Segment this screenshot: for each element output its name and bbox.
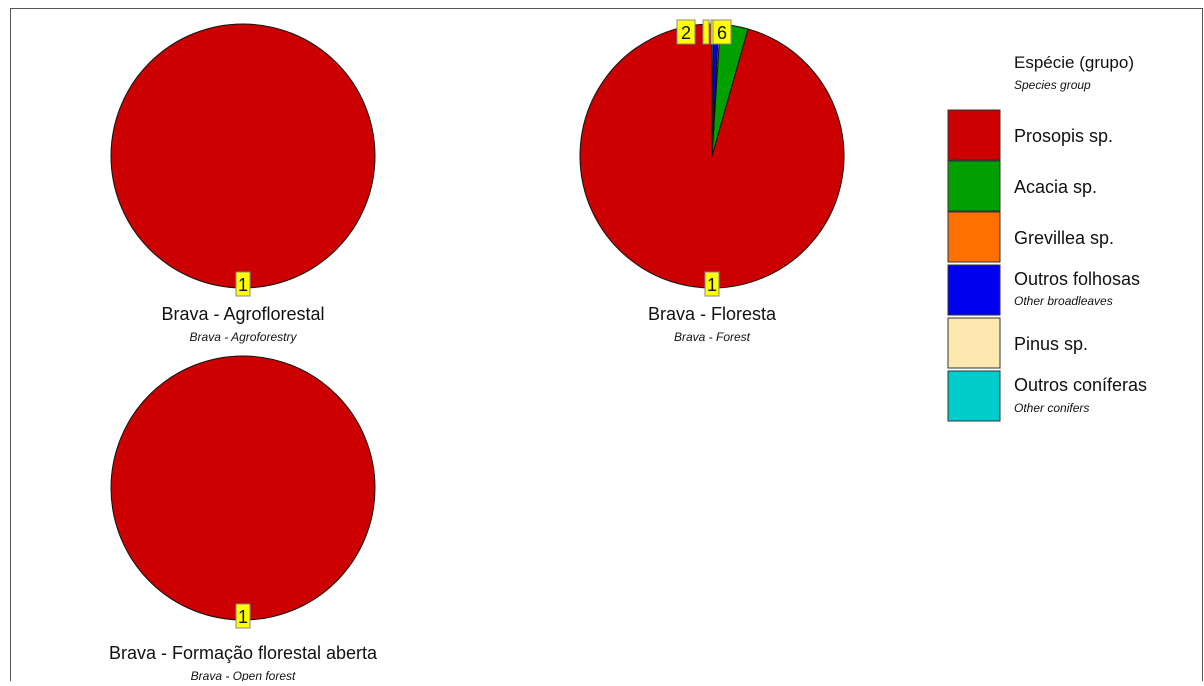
legend-swatch xyxy=(947,109,1001,161)
legend-item-label: Outros coníferas xyxy=(1014,375,1147,395)
pie-subtitle: Brava - Open forest xyxy=(191,669,296,681)
pie-slice-1 xyxy=(110,355,376,621)
slice-label: 1 xyxy=(235,271,251,297)
svg-text:1: 1 xyxy=(707,275,717,295)
svg-text:2: 2 xyxy=(681,23,691,43)
legend-item-sublabel: Other conifers xyxy=(1014,401,1089,415)
legend-swatch xyxy=(947,317,1001,369)
pie-title: Brava - Formação florestal aberta xyxy=(109,643,378,663)
legend-item-label: Pinus sp. xyxy=(1014,334,1088,354)
legend-item-label: Outros folhosas xyxy=(1014,269,1140,289)
legend-swatch xyxy=(947,264,1001,316)
legend-item: 5Pinus sp. xyxy=(947,317,1088,369)
svg-text:6: 6 xyxy=(717,23,727,43)
legend-item: 3Grevillea sp. xyxy=(947,211,1114,263)
slice-label xyxy=(702,19,710,45)
legend-item-label: Acacia sp. xyxy=(1014,177,1097,197)
pie-subtitle: Brava - Agroforestry xyxy=(190,330,298,344)
legend-title: Espécie (grupo) xyxy=(1014,53,1134,72)
pie-chart: 1 2 6 Brava - Floresta Brava - Forest xyxy=(579,19,845,344)
legend-subtitle: Species group xyxy=(1014,78,1091,92)
pie-subtitle: Brava - Forest xyxy=(674,330,751,344)
pie-slice-1 xyxy=(110,23,376,289)
pie-chart: 1 Brava - Agroflorestal Brava - Agroforest… xyxy=(110,23,376,344)
legend-item-label: Prosopis sp. xyxy=(1014,126,1113,146)
legend-swatch xyxy=(947,211,1001,263)
slice-label: 6 xyxy=(712,19,732,45)
slice-label: 1 xyxy=(235,603,251,629)
pie-title: Brava - Floresta xyxy=(648,304,777,324)
legend-item-label: Grevillea sp. xyxy=(1014,228,1114,248)
legend-item: 1Prosopis sp. xyxy=(947,109,1113,161)
legend-swatch xyxy=(947,160,1001,212)
legend: Espécie (grupo) Species group 1Prosopis … xyxy=(947,53,1147,422)
pie-charts: 1 Brava - Agroflorestal Brava - Agroforest… xyxy=(109,19,845,683)
legend-item-sublabel: Other broadleaves xyxy=(1014,294,1113,308)
svg-text:1: 1 xyxy=(238,607,248,627)
legend-swatch xyxy=(947,370,1001,422)
slice-label: 2 xyxy=(676,19,696,45)
pie-chart: 1 Brava - Formação florestal aberta Brava … xyxy=(109,355,378,683)
pie-title: Brava - Agroflorestal xyxy=(161,304,324,324)
slice-label: 1 xyxy=(704,271,720,297)
legend-item: 2Acacia sp. xyxy=(947,160,1097,212)
svg-text:1: 1 xyxy=(238,275,248,295)
